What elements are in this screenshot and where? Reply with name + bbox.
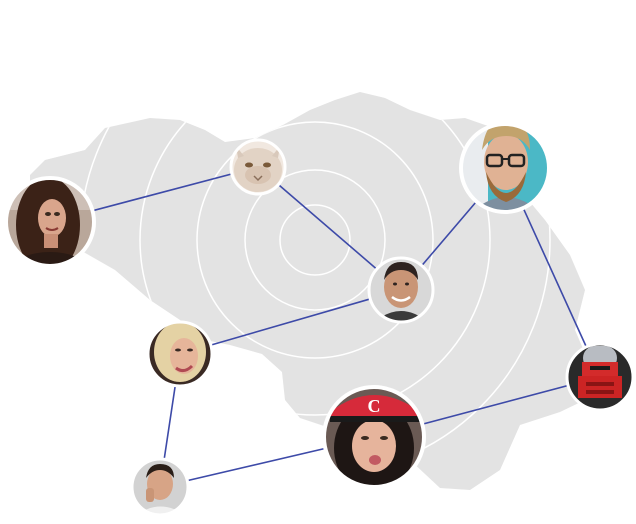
- person-avatar-icon: [6, 178, 94, 266]
- radar-ring: [139, 92, 491, 416]
- person-avatar-icon: [369, 258, 433, 322]
- person-avatar-icon: [148, 322, 212, 386]
- avatars-layer: C: [0, 122, 636, 517]
- avatar-persian-cat[interactable]: [229, 138, 287, 196]
- svg-text:C: C: [368, 396, 381, 416]
- robot-avatar-icon: [567, 344, 633, 410]
- avatar-smiling-man[interactable]: [367, 256, 435, 324]
- region-map: [30, 92, 590, 490]
- radar-ring: [279, 204, 351, 276]
- avatar-woman-dark-hair[interactable]: [0, 170, 100, 284]
- avatar-blonde-woman[interactable]: [146, 320, 214, 388]
- avatar-young-man[interactable]: [130, 457, 190, 517]
- person-avatar-icon: C: [324, 387, 424, 487]
- radar-ring: [244, 169, 386, 311]
- cat-avatar-icon: [231, 140, 285, 194]
- avatar-robot-helmet[interactable]: [565, 342, 636, 412]
- connection-line: [179, 289, 402, 355]
- person-avatar-icon: [132, 459, 188, 515]
- avatar-woman-red-cap[interactable]: C: [322, 385, 428, 494]
- radar-ring: [196, 121, 434, 359]
